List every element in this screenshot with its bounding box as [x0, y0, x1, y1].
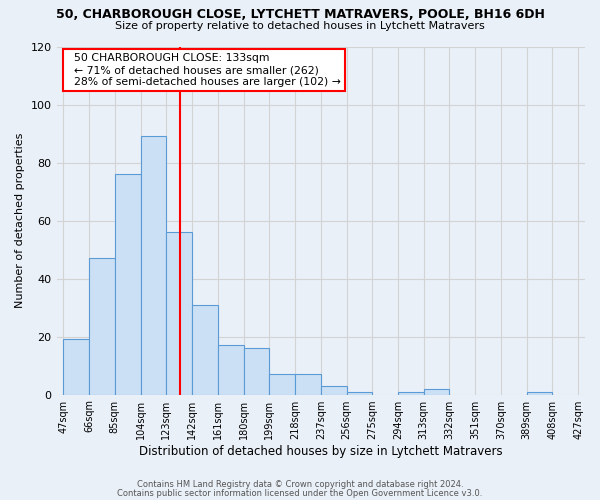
Y-axis label: Number of detached properties: Number of detached properties: [15, 133, 25, 308]
Bar: [192, 304, 218, 394]
Bar: [295, 374, 321, 394]
Bar: [321, 386, 347, 394]
Text: 50 CHARBOROUGH CLOSE: 133sqm
  ← 71% of detached houses are smaller (262)
  28% : 50 CHARBOROUGH CLOSE: 133sqm ← 71% of de…: [67, 54, 341, 86]
Text: Size of property relative to detached houses in Lytchett Matravers: Size of property relative to detached ho…: [115, 21, 485, 31]
Bar: [347, 392, 372, 394]
Bar: [218, 346, 244, 395]
Bar: [166, 232, 192, 394]
Text: Contains HM Land Registry data © Crown copyright and database right 2024.: Contains HM Land Registry data © Crown c…: [137, 480, 463, 489]
Bar: [140, 136, 166, 394]
Bar: [398, 392, 424, 394]
Bar: [89, 258, 115, 394]
Bar: [64, 340, 89, 394]
Text: 50, CHARBOROUGH CLOSE, LYTCHETT MATRAVERS, POOLE, BH16 6DH: 50, CHARBOROUGH CLOSE, LYTCHETT MATRAVER…: [56, 8, 544, 20]
Text: Contains public sector information licensed under the Open Government Licence v3: Contains public sector information licen…: [118, 488, 482, 498]
Bar: [527, 392, 553, 394]
Bar: [244, 348, 269, 395]
Bar: [269, 374, 295, 394]
Bar: [424, 389, 449, 394]
Bar: [115, 174, 140, 394]
X-axis label: Distribution of detached houses by size in Lytchett Matravers: Distribution of detached houses by size …: [139, 444, 503, 458]
